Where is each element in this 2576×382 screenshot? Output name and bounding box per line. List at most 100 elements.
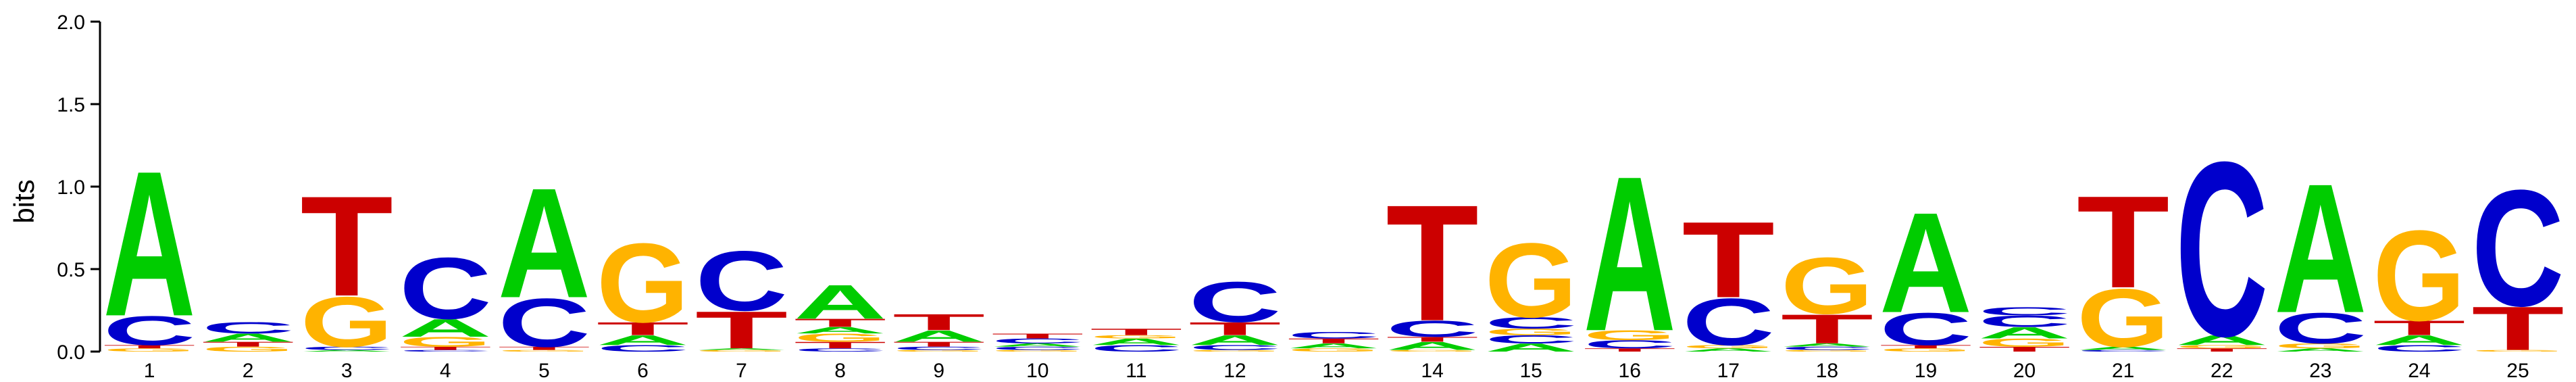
logo-letter-T: T xyxy=(201,340,294,348)
x-tick-label: 17 xyxy=(1717,360,1740,382)
logo-letter-G: G xyxy=(597,220,689,346)
logo-letter-T: T xyxy=(399,345,492,351)
logo-letter-C: C xyxy=(1386,316,1478,341)
logo-letter-G: G xyxy=(892,350,985,352)
logo-letter-T: T xyxy=(1682,199,1775,320)
logo-letter-T: T xyxy=(1386,170,1478,356)
x-tick-label: 4 xyxy=(440,360,451,382)
x-tick-label: 18 xyxy=(1816,360,1838,382)
logo-letter-A: A xyxy=(1781,342,1873,348)
logo-letter-C: C xyxy=(597,343,689,354)
logo-letter-T: T xyxy=(2175,348,2268,353)
logo-letter-C: C xyxy=(399,240,492,337)
logo-letter-T: T xyxy=(2471,294,2564,363)
x-tick-label: 25 xyxy=(2506,360,2529,382)
logo-letter-C: C xyxy=(2373,343,2465,354)
x-tick-label: 24 xyxy=(2408,360,2430,382)
logo-letter-T: T xyxy=(1584,348,1676,353)
logo-letter-C: C xyxy=(1188,270,1281,335)
x-tick-label: 6 xyxy=(637,360,649,382)
logo-letter-T: T xyxy=(892,340,985,348)
logo-letter-A: A xyxy=(1485,341,1577,354)
x-tick-label: 21 xyxy=(2112,360,2134,382)
logo-letter-A: A xyxy=(301,350,393,352)
x-tick-label: 20 xyxy=(2013,360,2036,382)
x-tick-label: 2 xyxy=(243,360,254,382)
logo-letter-T: T xyxy=(794,316,886,329)
logo-letter-T: T xyxy=(103,344,195,350)
x-tick-label: 10 xyxy=(1026,360,1049,382)
logo-letter-T: T xyxy=(2373,316,2465,339)
logo-letter-G: G xyxy=(1386,350,1478,352)
logo-letter-T: T xyxy=(1879,344,1972,350)
logo-letter-A: A xyxy=(1682,348,1775,353)
x-tick-label: 3 xyxy=(341,360,353,382)
logo-letter-T: T xyxy=(1090,327,1182,337)
logo-letter-C: C xyxy=(1090,343,1182,354)
logo-letter-C: C xyxy=(1978,312,2071,331)
logo-letter-G: G xyxy=(103,348,195,353)
y-tick-group: 0.0 0.5 1.0 1.5 2.0 xyxy=(57,11,100,364)
logo-letter-G: G xyxy=(1781,350,1873,352)
x-tick-label: 19 xyxy=(1915,360,1937,382)
logo-letter-G: G xyxy=(2175,344,2268,350)
logo-letter-A: A xyxy=(695,348,788,350)
logo-letter-C: C xyxy=(301,345,393,351)
logo-letter-C: C xyxy=(1287,330,1380,340)
logo-letter-C: C xyxy=(991,337,1084,345)
x-tick-label: 1 xyxy=(144,360,155,382)
logo-letter-A: A xyxy=(498,156,590,331)
logo-letter-G: G xyxy=(1584,327,1676,343)
x-tick-label: 9 xyxy=(933,360,944,382)
logo-letter-C: C xyxy=(2274,304,2367,352)
logo-letter-T: T xyxy=(1386,335,1478,343)
logo-letter-T: T xyxy=(1978,345,2071,353)
logo-letter-C: C xyxy=(1188,343,1281,351)
x-tick-label: 13 xyxy=(1322,360,1344,382)
logo-letter-T: T xyxy=(597,318,689,339)
logo-letter-A: A xyxy=(1090,337,1182,347)
logo-letter-T: T xyxy=(1287,337,1380,345)
logo-letter-A: A xyxy=(103,128,195,360)
logo-letter-C: C xyxy=(1682,285,1775,360)
x-tick-label: 16 xyxy=(1619,360,1641,382)
x-tick-label: 11 xyxy=(1126,360,1146,382)
logo-letter-G: G xyxy=(2077,272,2169,364)
logo-letter-C: C xyxy=(1781,345,1873,351)
logo-letter-C: C xyxy=(201,319,294,337)
y-tick-label: 0.5 xyxy=(57,259,85,281)
logo-letter-C: C xyxy=(695,234,788,329)
logo-letter-A: A xyxy=(892,327,985,345)
x-tick-label: 23 xyxy=(2309,360,2331,382)
logo-letter-C: C xyxy=(2077,350,2169,352)
logo-letter-G: G xyxy=(695,350,788,352)
logo-letter-C: C xyxy=(991,345,1084,351)
logo-letter-C: C xyxy=(1485,314,1577,332)
logo-letter-T: T xyxy=(892,310,985,335)
y-tick-label: 0.0 xyxy=(57,341,85,364)
logo-letter-A: A xyxy=(794,275,886,329)
logo-letter-A: A xyxy=(1386,339,1478,352)
logo-letter-A: A xyxy=(399,314,492,342)
logo-letter-G: G xyxy=(1485,327,1577,337)
logo-letter-G: G xyxy=(1485,222,1577,340)
logo-letter-A: A xyxy=(2373,333,2465,348)
logo-letter-T: T xyxy=(498,345,590,351)
logo-letter-T: T xyxy=(794,340,886,350)
x-tick-group: 1 2 3 4 5 6 7 8 9 10 11 12 13 14 15 16 17 18 19 20 21 22 23 24 2… xyxy=(144,360,2529,382)
x-tick-label: 22 xyxy=(2211,360,2233,382)
logo-letter-G: G xyxy=(1287,348,1380,353)
logo-letter-C: C xyxy=(399,350,492,352)
logo-letter-G: G xyxy=(2471,350,2564,352)
logo-letter-G: G xyxy=(1978,336,2071,349)
logo-letter-C: C xyxy=(103,308,195,354)
x-tick-label: 12 xyxy=(1223,360,1246,382)
logo-letter-G: G xyxy=(2274,342,2367,350)
logo-letter-G: G xyxy=(301,282,393,362)
logo-letter-T: T xyxy=(991,332,1084,339)
logo-letter-A: A xyxy=(2274,348,2367,353)
logo-letter-C: C xyxy=(1879,304,1972,355)
y-axis-title: bits xyxy=(8,179,40,223)
